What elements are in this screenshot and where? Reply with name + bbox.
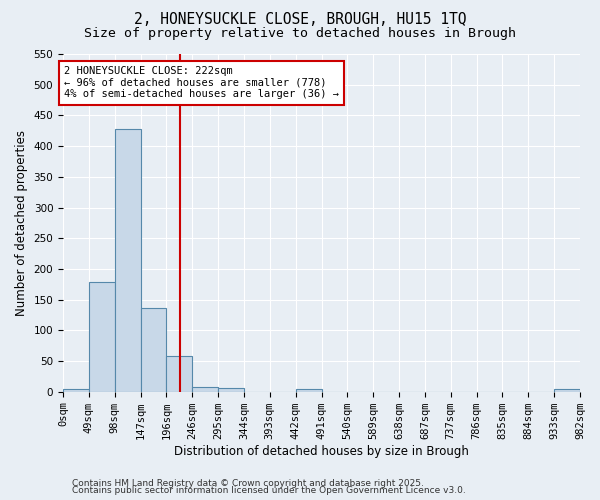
Text: 2 HONEYSUCKLE CLOSE: 222sqm
← 96% of detached houses are smaller (778)
4% of sem: 2 HONEYSUCKLE CLOSE: 222sqm ← 96% of det… <box>64 66 339 100</box>
Text: Contains HM Land Registry data © Crown copyright and database right 2025.: Contains HM Land Registry data © Crown c… <box>72 478 424 488</box>
Text: 2, HONEYSUCKLE CLOSE, BROUGH, HU15 1TQ: 2, HONEYSUCKLE CLOSE, BROUGH, HU15 1TQ <box>134 12 466 28</box>
Bar <box>89 282 115 392</box>
Bar <box>166 356 192 392</box>
Bar <box>218 388 244 392</box>
Bar <box>554 388 580 392</box>
Text: Contains public sector information licensed under the Open Government Licence v3: Contains public sector information licen… <box>72 486 466 495</box>
Bar <box>192 388 218 392</box>
X-axis label: Distribution of detached houses by size in Brough: Distribution of detached houses by size … <box>174 444 469 458</box>
Bar <box>140 308 166 392</box>
Text: Size of property relative to detached houses in Brough: Size of property relative to detached ho… <box>84 28 516 40</box>
Bar <box>115 129 140 392</box>
Bar <box>296 388 322 392</box>
Bar <box>63 388 89 392</box>
Y-axis label: Number of detached properties: Number of detached properties <box>15 130 28 316</box>
